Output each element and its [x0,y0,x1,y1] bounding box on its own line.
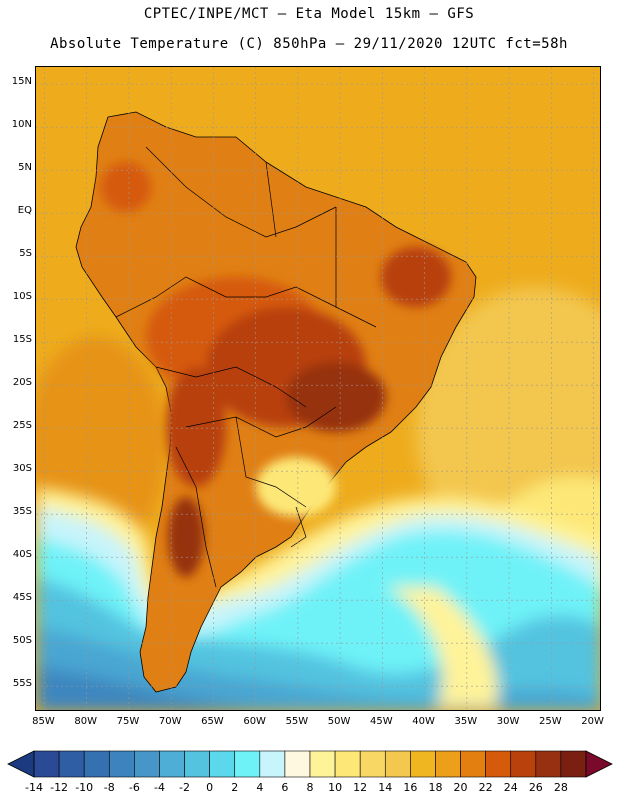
colorbar-swatch [134,750,160,778]
lon-label: 60W [243,716,266,727]
colorbar-label: -2 [179,781,191,794]
lon-label: 85W [32,716,55,727]
colorbar-swatch [485,750,512,778]
colorbar-swatch [309,750,336,778]
colorbar-right-arrow [585,750,613,778]
colorbar-swatch [33,750,60,778]
lat-label: 5N [18,162,32,174]
grid-lines [36,67,600,710]
lon-label: 20W [581,716,604,727]
colorbar-label: -12 [50,781,69,794]
lon-label: 75W [116,716,140,727]
colorbar-label: -14 [25,781,43,794]
lat-label: 50S [12,635,32,647]
colorbar-label: 8 [306,781,314,794]
lat-label: 45S [12,592,32,604]
lat-label: 10N [11,119,32,131]
colorbar-swatch [159,750,185,778]
colorbar-label: -8 [103,781,115,794]
colorbar-label: 10 [328,781,343,794]
colorbar-swatch [58,750,85,778]
colorbar-swatch [560,750,587,778]
lon-label: 40W [412,716,435,727]
colorbar-swatch [284,750,311,778]
title-line-2: Absolute Temperature (C) 850hPa – 29/11/… [50,36,568,52]
colorbar-left-arrow [7,750,35,778]
colorbar-label: 26 [528,781,543,794]
colorbar-swatch [410,750,436,778]
colorbar-label: 0 [206,781,214,794]
lon-label: 50W [327,716,351,727]
colorbar-swatch [83,750,110,778]
colorbar-label: -6 [128,781,140,794]
lat-label: 30S [12,463,32,475]
lon-label: 45W [370,716,393,727]
colorbar-swatch [259,750,286,778]
colorbar-label: 6 [281,781,289,794]
lat-label: EQ [17,205,32,217]
colorbar-label: 22 [478,781,493,794]
lon-label: 80W [74,716,97,727]
lon-label: 55W [285,716,309,727]
colorbar-swatch [108,750,135,778]
lat-label: 35S [12,506,32,518]
lon-label: 65W [201,716,224,727]
colorbar-swatch [535,750,562,778]
colorbar-label: -10 [75,781,94,794]
lat-label: 40S [12,549,32,561]
temperature-map [36,67,600,710]
colorbar-swatch [510,750,537,778]
lon-label: 25W [539,716,562,727]
colorbar-label: 24 [503,781,518,794]
colorbar-label: 28 [553,781,568,794]
title-line-1: CPTEC/INPE/MCT – Eta Model 15km – GFS [143,6,475,22]
colorbar-swatch [460,750,486,778]
colorbar-label: 2 [231,781,239,794]
colorbar-label: 4 [256,781,264,794]
lat-label: 15S [12,334,32,346]
colorbar-swatch [334,750,361,778]
cold-band-blue [36,627,600,710]
map-panel[interactable] [35,66,601,711]
colorbar-label: -4 [153,781,165,794]
colorbar-swatch [384,750,411,778]
lat-label: 5S [19,248,32,260]
colorbar-label: 18 [428,781,443,794]
lon-label: 30W [496,716,520,727]
colorbar-swatch [234,750,261,778]
lon-label: 70W [158,716,182,727]
lon-label: 35W [454,716,478,727]
lat-label: 10S [12,291,32,303]
colorbar-label: 14 [378,781,393,794]
color-scale-bar [7,750,613,778]
lat-label: 20S [12,377,32,389]
lat-label: 55S [12,678,32,690]
colorbar-label: 12 [353,781,368,794]
colorbar-swatch [209,750,236,778]
colorbar-label: 16 [403,781,418,794]
colorbar-swatch [435,750,461,778]
lat-label: 25S [12,420,32,432]
colorbar-swatch [359,750,386,778]
lat-label: 15N [11,76,32,88]
country-borders [115,146,377,588]
colorbar-swatch [184,750,210,778]
colorbar-label: 20 [453,781,468,794]
